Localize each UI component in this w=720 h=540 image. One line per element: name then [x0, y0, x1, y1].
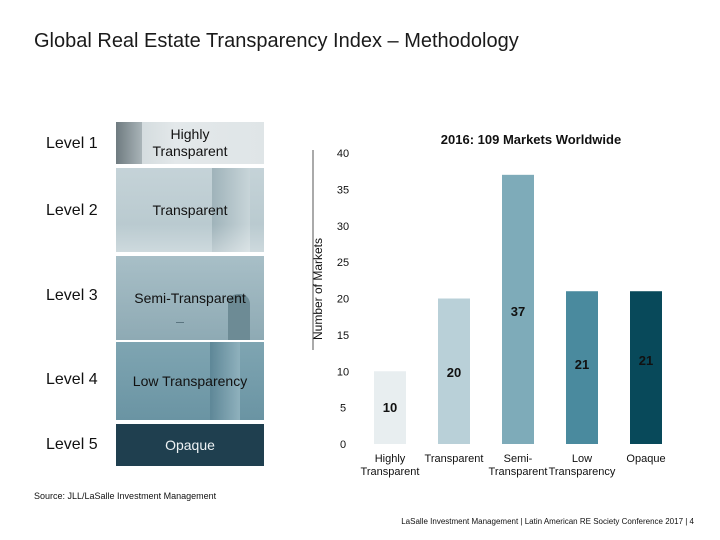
level-5-panel: Opaque — [116, 424, 264, 466]
y-tick-label-0: 0 — [340, 439, 346, 451]
level-5-name: Opaque — [165, 436, 215, 453]
y-tick-label-35: 35 — [337, 184, 349, 196]
level-1-panel: Highly Transparent — [116, 122, 264, 164]
footer-text: LaSalle Investment Management | Latin Am… — [401, 517, 694, 526]
y-tick-label-30: 30 — [337, 221, 349, 233]
bar-1 — [438, 298, 470, 444]
bar-0 — [374, 371, 406, 444]
page-title: Global Real Estate Transparency Index – … — [34, 30, 519, 52]
bar-4 — [630, 291, 662, 444]
x-category-label-2-1: Transparent — [489, 466, 548, 478]
y-tick-label-5: 5 — [340, 403, 346, 415]
level-5-label: Level 5 — [46, 436, 98, 453]
y-tick-label-15: 15 — [337, 330, 349, 342]
bar-3 — [566, 291, 598, 444]
value-label-0: 10 — [383, 400, 397, 415]
chart-title: 2016: 109 Markets Worldwide — [441, 132, 621, 147]
value-label-1: 20 — [447, 365, 461, 380]
level-4-panel: Low Transparency — [116, 342, 264, 420]
x-category-label-4-0: Opaque — [626, 453, 665, 465]
value-label-2: 37 — [511, 304, 525, 319]
value-label-4: 21 — [639, 353, 653, 368]
x-category-label-2-0: Semi- — [504, 453, 533, 465]
level-4-label: Level 4 — [46, 371, 98, 388]
y-tick-label-20: 20 — [337, 294, 349, 306]
level-3-panel: Semi-Transparent — [116, 256, 264, 340]
level-2-name: Transparent — [152, 201, 228, 218]
level-4-name: Low Transparency — [132, 372, 248, 389]
y-tick-label-25: 25 — [337, 257, 349, 269]
y-tick-label-40: 40 — [337, 148, 349, 160]
x-category-label-0-0: Highly — [375, 453, 406, 465]
level-3-name: Semi-Transparent — [134, 289, 246, 306]
x-category-label-3-0: Low — [572, 453, 592, 465]
level-1-label: Level 1 — [46, 135, 98, 152]
value-label-3: 21 — [575, 357, 589, 372]
x-category-label-3-1: Transparency — [549, 466, 616, 478]
level-2-panel: Transparent — [116, 168, 264, 252]
x-category-label-0-1: Transparent — [361, 466, 420, 478]
y-tick-label-10: 10 — [337, 366, 349, 378]
bar-2 — [502, 174, 534, 444]
level-3-label: Level 3 — [46, 287, 98, 304]
y-axis-label: Number of Markets — [311, 238, 325, 340]
x-category-label-1-0: Transparent — [425, 453, 484, 465]
level-2-label: Level 2 — [46, 202, 98, 219]
source-note: Source: JLL/LaSalle Investment Managemen… — [34, 491, 217, 501]
level-1-name: Highly Transparent — [152, 126, 228, 159]
